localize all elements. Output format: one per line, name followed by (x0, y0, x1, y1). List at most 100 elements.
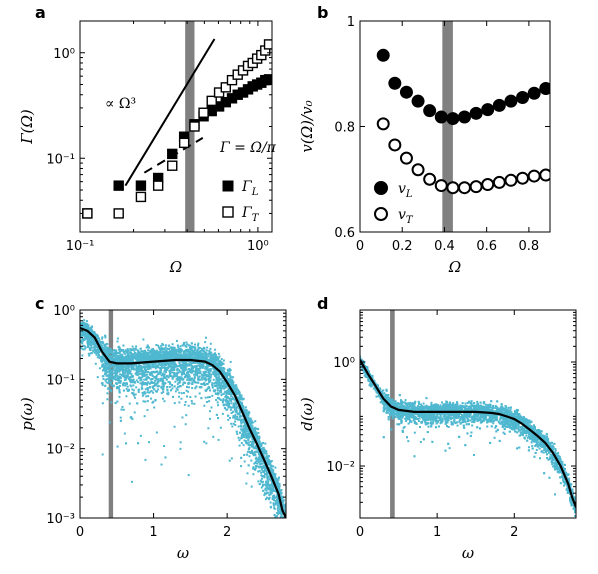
scatter-point (193, 375, 196, 378)
scatter-point (138, 372, 141, 375)
scatter-point (122, 351, 125, 354)
scatter-point (173, 375, 176, 378)
scatter-point (203, 372, 206, 375)
scatter-point (118, 370, 121, 373)
scatter-point (185, 368, 188, 371)
scatter-point (130, 373, 133, 376)
scatter-point (195, 357, 198, 360)
scatter-point (171, 383, 174, 386)
scatter-point (212, 356, 215, 359)
scatter-point (126, 348, 129, 351)
scatter-point (106, 398, 109, 401)
y-tick-label: 10⁰ (53, 47, 75, 62)
scatter-point (101, 340, 104, 343)
scatter-point (168, 374, 171, 377)
scatter-point (124, 384, 127, 387)
scatter-point (228, 392, 231, 395)
scatter-point (229, 374, 232, 377)
scatter-point (176, 369, 179, 372)
scatter-point (182, 365, 185, 368)
scatter-point (195, 361, 198, 364)
scatter-point (145, 365, 148, 368)
scatter-point (182, 372, 185, 375)
scatter-point (201, 378, 204, 381)
scatter-point (117, 378, 120, 381)
scatter-point (218, 379, 221, 382)
v-t-marker (434, 179, 448, 193)
scatter-point (142, 338, 145, 341)
scatter-point (83, 345, 86, 348)
scatter-point (109, 370, 112, 373)
scatter-point (195, 385, 198, 388)
scatter-point (219, 362, 222, 365)
v-t-marker (539, 168, 550, 182)
scatter-point (143, 383, 146, 386)
scatter-point (132, 384, 135, 387)
scatter-point (207, 427, 210, 430)
scatter-point (235, 392, 238, 395)
scatter-point (250, 427, 253, 430)
scatter-point (211, 394, 214, 397)
scatter-point (139, 366, 142, 369)
scatter-point (238, 439, 241, 442)
scatter-point (143, 390, 146, 393)
v-l-marker (446, 112, 460, 126)
scatter-point (229, 376, 232, 379)
scatter-point (221, 400, 224, 403)
scatter-point (173, 361, 176, 364)
scatter-point (161, 353, 164, 356)
scatter-point (234, 413, 237, 416)
scatter-point (226, 402, 229, 405)
scatter-point (239, 431, 242, 434)
scatter-point (179, 370, 182, 373)
scatter-point (229, 408, 232, 411)
scatter-point (90, 346, 93, 349)
scatter-point (256, 438, 259, 441)
scatter-point (222, 359, 225, 362)
scatter-point (147, 381, 150, 384)
scatter-point (157, 346, 160, 349)
scatter-point (215, 358, 218, 361)
scatter-point (132, 378, 135, 381)
scatter-point (236, 388, 239, 391)
scatter-point (149, 386, 152, 389)
scatter-point (164, 351, 167, 354)
scatter-point (186, 371, 189, 374)
scatter-point (179, 377, 182, 380)
scatter-point (121, 371, 124, 374)
scatter-point (186, 378, 189, 381)
v-t-marker (516, 171, 530, 185)
scatter-point (144, 392, 147, 395)
scatter-point (120, 354, 123, 357)
scatter-point (239, 401, 242, 404)
v-t-marker (376, 117, 390, 131)
scatter-point (174, 372, 177, 375)
scatter-point (117, 385, 120, 388)
scatter-point (91, 342, 94, 345)
scatter-point (223, 387, 226, 390)
scatter-point (119, 350, 122, 353)
scatter-point (118, 357, 121, 360)
scatter-point (109, 350, 112, 353)
scatter-point (163, 445, 166, 448)
scatter-point (164, 344, 167, 347)
scatter-point (116, 400, 119, 403)
scatter-point (122, 408, 125, 411)
scatter-point (86, 342, 89, 345)
scatter-point (141, 387, 144, 390)
scatter-point (151, 364, 154, 367)
scatter-point (164, 349, 167, 352)
scatter-point (251, 429, 254, 432)
scatter-point (142, 366, 145, 369)
scatter-point (107, 368, 110, 371)
scatter-point (222, 362, 225, 365)
gamma-t-marker (220, 82, 232, 93)
scatter-point (129, 379, 132, 382)
scatter-point (262, 450, 265, 453)
scatter-point (277, 497, 280, 500)
scatter-point (265, 472, 268, 475)
scatter-point (101, 336, 104, 339)
scatter-point (225, 384, 228, 387)
scatter-point (245, 427, 248, 430)
scatter-point (176, 373, 179, 376)
